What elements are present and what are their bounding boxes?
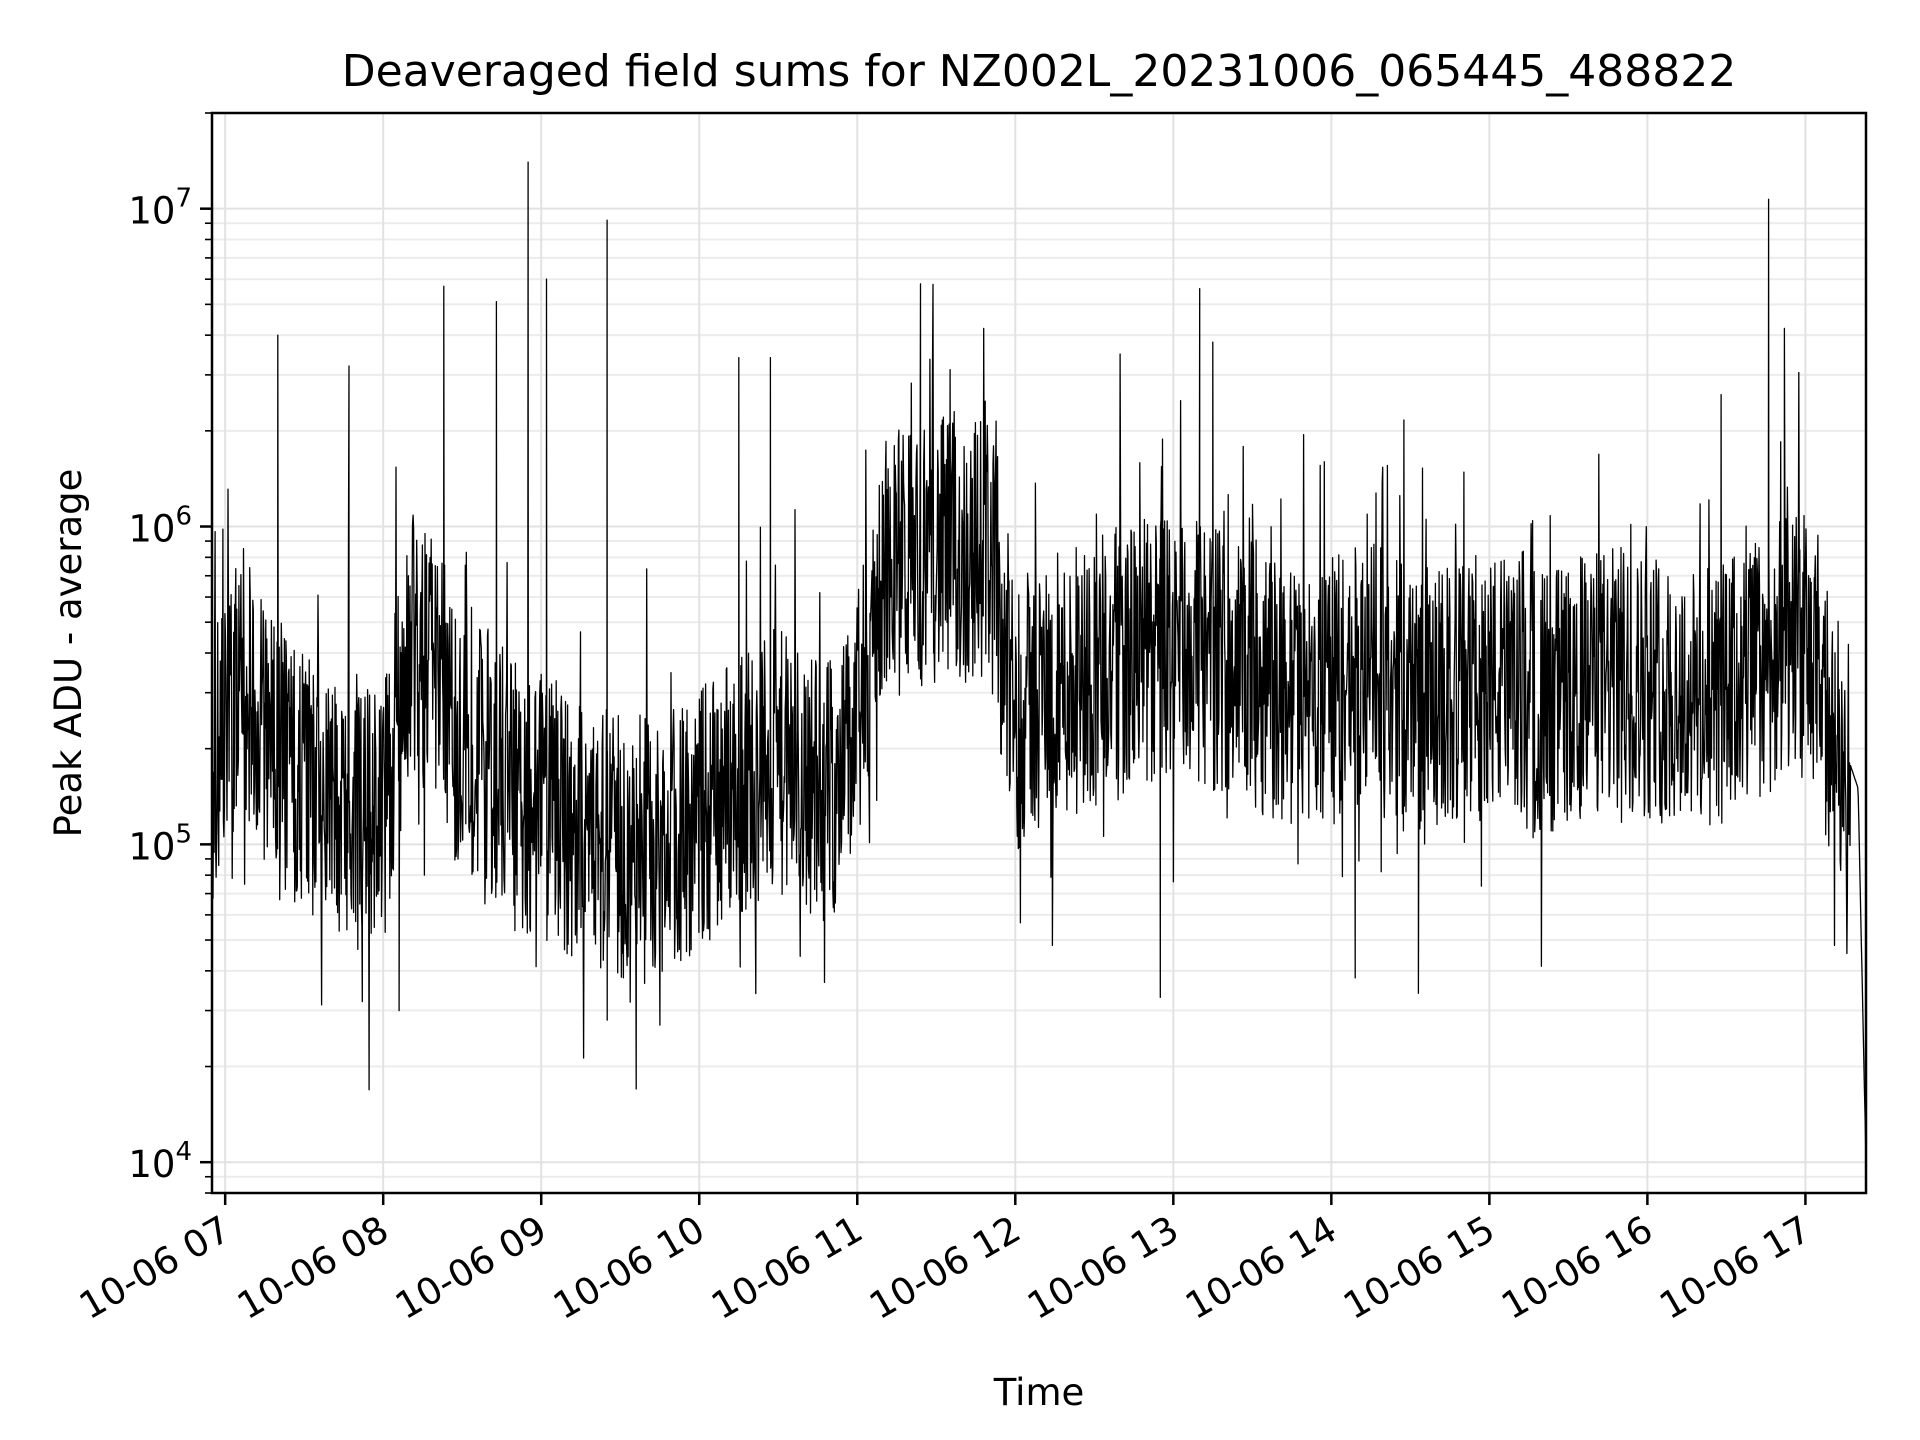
chart-title: Deaveraged field sums for NZ002L_2023100…: [342, 46, 1736, 97]
y-tick-label: 105: [128, 819, 192, 868]
x-tick-label: 10-06 14: [1178, 1208, 1344, 1328]
x-tick-label: 10-06 11: [704, 1208, 870, 1328]
series-line: [211, 161, 1867, 1163]
x-tick-label: 10-06 08: [230, 1208, 396, 1328]
ticks: [200, 112, 1807, 1205]
x-tick-label: 10-06 15: [1336, 1208, 1502, 1328]
series-layer: [211, 161, 1867, 1163]
y-tick-labels: 104 105 106 107: [128, 184, 192, 1187]
x-axis-label: Time: [993, 1371, 1085, 1414]
x-tick-label: 10-06 10: [546, 1208, 712, 1328]
x-tick-label: 10-06 12: [862, 1208, 1028, 1328]
y-tick-label: 104: [128, 1137, 192, 1186]
y-tick-label: 107: [128, 184, 192, 233]
x-tick-label: 10-06 16: [1494, 1208, 1660, 1328]
x-tick-label: 10-06 09: [388, 1208, 554, 1328]
y-axis-label: Peak ADU - average: [47, 469, 90, 838]
x-tick-label: 10-06 07: [72, 1208, 238, 1328]
x-tick-label: 10-06 17: [1652, 1208, 1818, 1328]
y-tick-label: 106: [128, 502, 192, 551]
x-tick-label: 10-06 13: [1020, 1208, 1186, 1328]
